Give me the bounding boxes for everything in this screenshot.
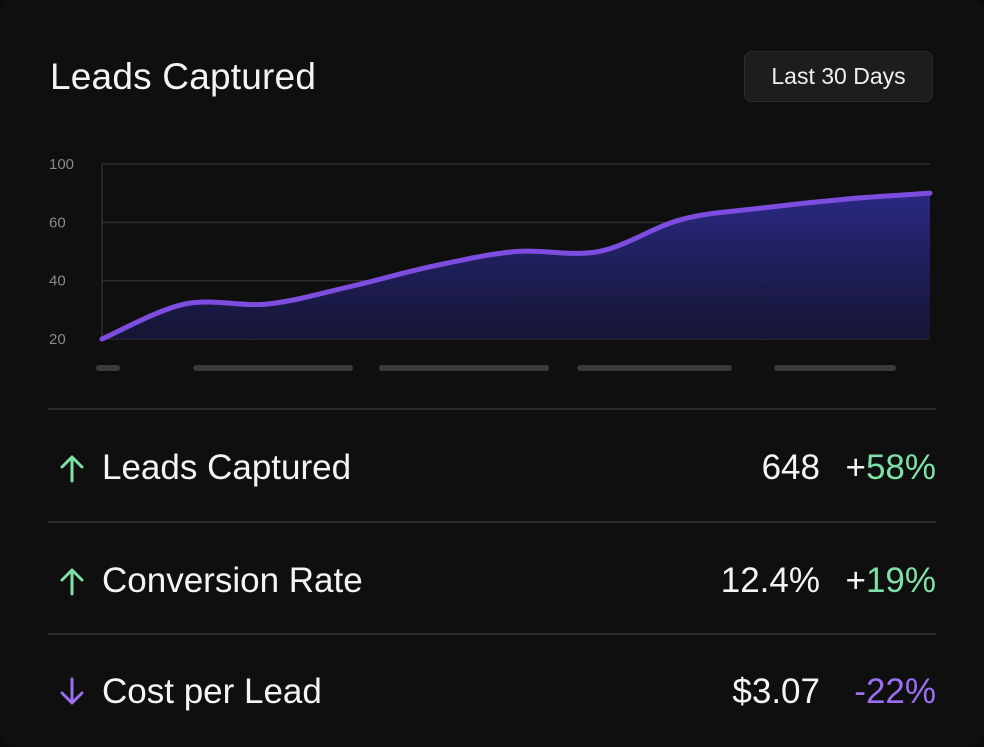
series-area (102, 193, 930, 339)
metric-row-conversion-rate: Conversion Rate 12.4% +19% (48, 526, 936, 636)
metric-row-cost-per-lead: Cost per Lead $3.07 -22% (48, 637, 936, 747)
metric-value: $3.07 (732, 672, 820, 711)
metric-label: Conversion Rate (102, 561, 363, 600)
leads-chart: 100 60 40 20 (49, 156, 933, 371)
arrow-up-icon (60, 455, 84, 483)
change-percent: 22% (865, 672, 936, 711)
metric-label: Leads Captured (102, 448, 352, 487)
divider (48, 521, 936, 523)
change-percent: 58% (865, 448, 936, 487)
card-title: Leads Captured (50, 56, 317, 97)
metric-change: +19% (842, 561, 936, 601)
arrow-down-icon (60, 677, 84, 705)
x-tick-label-obscured (193, 365, 353, 371)
metric-value: 648 (761, 448, 820, 487)
x-tick-label-obscured (379, 365, 549, 371)
x-tick-label-obscured (774, 365, 896, 371)
y-tick-label: 100 (49, 156, 74, 173)
arrow-up-icon (60, 568, 84, 596)
metric-change: +58% (842, 448, 936, 488)
metric-label: Cost per Lead (102, 672, 322, 711)
divider (48, 408, 936, 410)
x-tick-label-obscured (96, 365, 120, 371)
metric-row-leads-captured: Leads Captured 648 +58% (48, 413, 936, 523)
change-sign: + (845, 561, 866, 600)
change-percent: 19% (865, 561, 936, 600)
x-tick-label-obscured (577, 365, 732, 371)
metric-value: 12.4% (720, 561, 820, 600)
y-tick-label: 40 (49, 273, 66, 290)
y-tick-label: 60 (49, 214, 66, 231)
metric-change: -22% (842, 672, 936, 712)
change-sign: + (845, 448, 866, 487)
date-range-button[interactable]: Last 30 Days (744, 51, 933, 102)
y-tick-label: 20 (49, 331, 66, 348)
change-sign: - (854, 672, 866, 711)
divider (48, 633, 936, 635)
series-line (99, 190, 933, 342)
